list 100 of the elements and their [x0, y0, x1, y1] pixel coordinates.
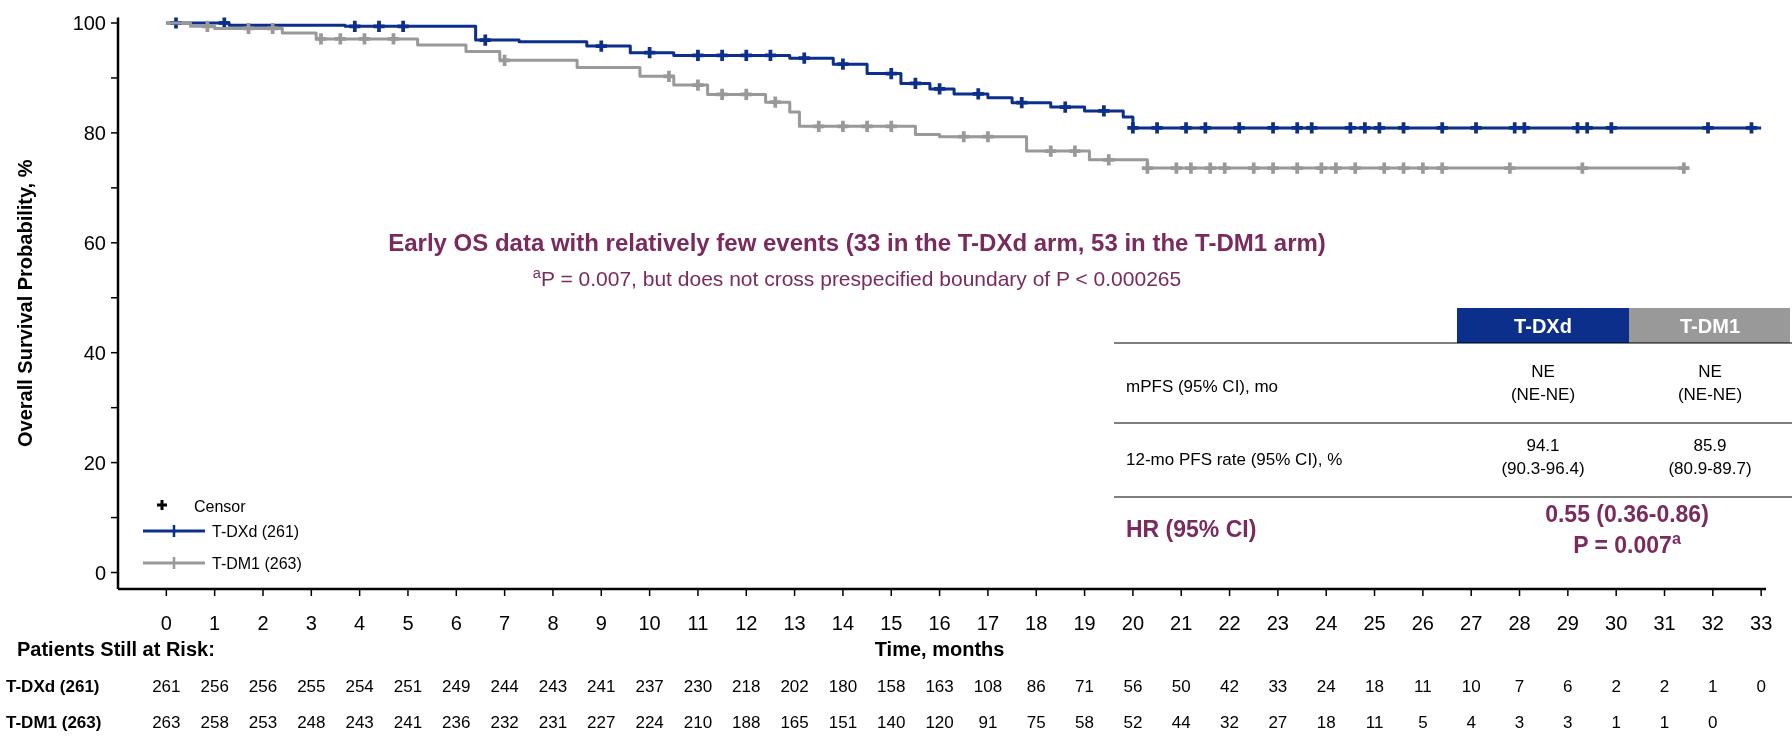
x-tick-label: 4	[354, 612, 366, 634]
point	[716, 49, 728, 62]
x-tick-label: 13	[783, 612, 806, 634]
x-tick-label: 18	[1025, 612, 1048, 634]
annotation: 0.55 (0.36-0.86)	[1545, 501, 1709, 527]
point	[1267, 122, 1279, 134]
point	[1199, 122, 1211, 134]
point	[1098, 105, 1110, 117]
point	[1359, 122, 1371, 134]
point	[663, 70, 675, 82]
point	[1306, 122, 1318, 134]
point	[499, 54, 511, 66]
y-tick-label: 40	[83, 341, 106, 364]
point	[1373, 122, 1385, 134]
point	[1170, 162, 1182, 174]
x-tick-label: 29	[1556, 612, 1579, 634]
point	[397, 20, 409, 32]
x-axis-title: Time, months	[874, 638, 1005, 660]
point	[201, 20, 214, 32]
point	[1315, 162, 1327, 174]
x-tick-label: 23	[1266, 612, 1290, 634]
x-tick-label: 15	[880, 612, 903, 634]
x-tick-label: 26	[1411, 612, 1434, 634]
point	[1436, 122, 1448, 134]
x-tick-label: 1	[209, 612, 221, 634]
point	[1378, 162, 1390, 174]
annotation: T-DM1	[1680, 315, 1740, 337]
point	[798, 52, 810, 64]
point	[1127, 122, 1139, 134]
point	[315, 33, 327, 45]
point	[769, 96, 781, 108]
x-tick-label: 27	[1460, 612, 1483, 634]
point	[813, 120, 825, 132]
point	[837, 120, 849, 132]
point	[1141, 162, 1154, 174]
point	[595, 40, 607, 52]
point	[1045, 145, 1057, 157]
point	[1185, 162, 1197, 174]
x-tick-label: 14	[831, 612, 855, 634]
point	[1571, 122, 1584, 134]
point	[692, 79, 704, 91]
point	[1397, 122, 1410, 134]
annotation: 85.9 (80.9-89.7)	[1668, 436, 1752, 478]
point	[885, 120, 897, 132]
x-tick-label: 17	[976, 612, 1000, 634]
x-tick-label: 33	[1750, 612, 1773, 634]
point	[885, 67, 897, 80]
point	[1605, 122, 1617, 134]
annotation: HR (95% CI)	[1126, 516, 1257, 542]
x-tick-label: 7	[499, 612, 511, 634]
text: 261 256 256 255 254 251 249 244 243 241 237 230 218 202 180 158 163 108 86 71 56 50 42 33 24 18 11 10 7 6 2 2 1 0	[152, 677, 1766, 696]
point	[1248, 162, 1260, 174]
point	[1745, 122, 1758, 134]
x-tick-label: 19	[1073, 612, 1096, 634]
x-tick-label: 8	[547, 612, 559, 634]
point	[267, 22, 279, 35]
annotation: P = 0.007$^{a}$	[1573, 529, 1682, 558]
y-tick-label: 100	[72, 12, 106, 34]
x-tick-label: 30	[1605, 612, 1628, 634]
point	[740, 49, 752, 62]
point	[1470, 122, 1482, 134]
annotation: mPFS (95% CI), mo	[1126, 377, 1279, 396]
point	[1344, 122, 1356, 134]
point	[1204, 162, 1216, 174]
point	[373, 20, 385, 32]
x-tick-label: 25	[1363, 612, 1386, 634]
annotation: 94.1 (90.3-96.4)	[1501, 436, 1585, 478]
text: 263 258 253 248 243 241 236 232 231 227 224 210 188 165 151 140 120 91 75 58 52 44 32 27 18 11 5 4 3 3 1 1 0	[152, 713, 1718, 732]
point	[1702, 122, 1714, 134]
y-tick-label: 20	[83, 451, 106, 474]
point	[1397, 162, 1410, 174]
annotation: NE (NE-NE)	[1510, 362, 1576, 404]
point	[1436, 162, 1448, 174]
x-tick-label: 2	[257, 612, 269, 634]
point	[1291, 122, 1303, 134]
point	[1417, 162, 1429, 174]
legend-title: Censor	[194, 498, 247, 515]
point	[982, 131, 994, 143]
annotation: $^{a}$P = 0.007, but does not cross prespecified boundary of P < 0.000265	[532, 265, 1182, 290]
point	[1291, 162, 1303, 174]
point	[349, 20, 361, 32]
point	[644, 47, 656, 59]
point	[1330, 162, 1342, 174]
point	[1233, 122, 1245, 134]
point	[334, 33, 346, 45]
annotation: T-DXd	[1514, 315, 1572, 337]
point	[958, 131, 970, 143]
point	[837, 58, 849, 70]
x-tick-label: 11	[687, 612, 709, 634]
x-tick-label: 28	[1508, 612, 1531, 634]
point	[692, 49, 704, 62]
x-tick-label: 24	[1315, 612, 1338, 634]
x-tick-label: 0	[160, 612, 172, 634]
point	[1151, 122, 1163, 134]
point	[1103, 154, 1115, 166]
text: T-DM1 (263)	[6, 713, 102, 732]
point	[387, 33, 400, 45]
point	[1059, 101, 1071, 113]
point	[972, 88, 984, 100]
point	[1509, 122, 1521, 134]
